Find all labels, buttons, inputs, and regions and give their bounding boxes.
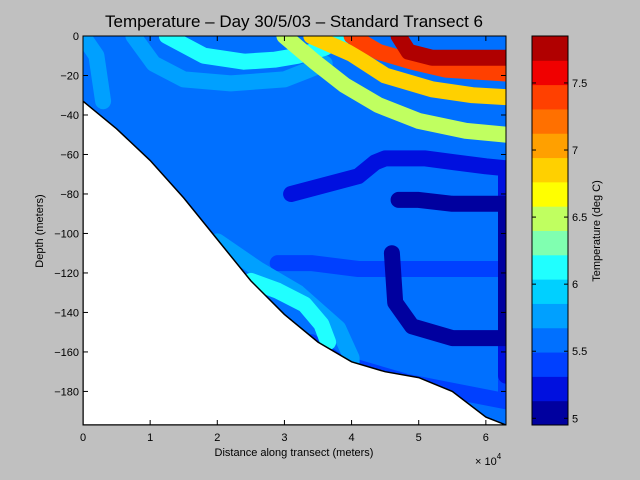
colorbar-ticks: 5 5.5 6 6.5 7 7.5 xyxy=(532,78,587,425)
colorbar-tick-label: 5 xyxy=(572,413,578,425)
contour-band-7 xyxy=(242,272,337,351)
x-tick-label: 3 xyxy=(281,432,287,444)
colorbar-band xyxy=(532,36,568,61)
colorbar-tick-label: 7 xyxy=(572,145,578,157)
y-tick-label: −180 xyxy=(54,386,79,398)
contour-band-11 xyxy=(390,36,506,66)
y-tick-label: −20 xyxy=(60,70,79,82)
y-tick-label: −140 xyxy=(54,307,79,319)
colorbar-label: Temperature (deg C) xyxy=(591,180,603,282)
x-tick-label: 4 xyxy=(349,432,355,444)
colorbar-band xyxy=(532,376,568,402)
contour-band-1 xyxy=(283,150,506,384)
colorbar-band xyxy=(532,279,568,304)
colorbar-band xyxy=(532,60,568,86)
colorbar-tick-label: 6 xyxy=(572,279,578,291)
seafloor-mask xyxy=(83,100,506,425)
colorbar-band xyxy=(532,400,568,426)
x-tick-label: 2 xyxy=(214,432,220,444)
colorbar-band xyxy=(532,84,568,110)
y-axis-label: Depth (meters) xyxy=(34,194,46,267)
x-tick-label: 6 xyxy=(483,432,489,444)
x-multiplier-exponent: 4 xyxy=(497,452,502,461)
colorbar-frame xyxy=(531,35,569,426)
colorbar-band xyxy=(532,303,568,329)
y-tick-label: −100 xyxy=(54,228,79,240)
y-tick-label: −160 xyxy=(54,347,79,359)
colorbar-band xyxy=(532,230,568,256)
x-axis-ticks: 0 1 2 3 4 5 6 xyxy=(80,36,489,444)
x-tick-label: 0 xyxy=(80,432,86,444)
y-tick-label: −60 xyxy=(60,149,79,161)
y-tick-label: 0 xyxy=(73,31,79,43)
x-tick-label: 1 xyxy=(147,432,153,444)
x-multiplier-base: × 10 xyxy=(475,456,497,468)
plot-area: 0 1 2 3 4 5 6 0 −20 −40 −60 −80 −100 −120 −140 −160 −18… xyxy=(54,31,507,444)
colorbar-tick-label: 5.5 xyxy=(572,346,587,358)
colorbar-band xyxy=(532,181,568,207)
contour-band-3 xyxy=(125,36,333,92)
colorbar-band xyxy=(532,108,568,134)
colorbar-tick-label: 7.5 xyxy=(572,78,587,90)
colorbar-band xyxy=(532,327,568,353)
colorbar-band xyxy=(532,133,568,159)
colorbar-band xyxy=(532,157,568,183)
temperature-contours xyxy=(83,36,506,410)
contour-band-2 xyxy=(383,191,506,347)
colorbar: 5 5.5 6 6.5 7 7.5 Temperature (deg C) xyxy=(531,35,603,426)
chart-title: Temperature – Day 30/5/03 – Standard Tra… xyxy=(105,12,483,31)
colorbar-band xyxy=(532,254,568,280)
contour-band-4 xyxy=(83,36,112,110)
contour-band-10 xyxy=(343,36,506,82)
y-axis-ticks: 0 −20 −40 −60 −80 −100 −120 −140 −160 −180 xyxy=(54,31,506,398)
colorbar-band xyxy=(532,206,568,231)
y-tick-label: −120 xyxy=(54,268,79,280)
x-tick-label: 5 xyxy=(416,432,422,444)
x-axis-multiplier: × 104 xyxy=(475,452,502,468)
colorbar-band xyxy=(532,352,568,377)
x-axis-label: Distance along transect (meters) xyxy=(215,447,374,459)
y-tick-label: −80 xyxy=(60,189,79,201)
colorbar-bands xyxy=(532,36,568,426)
colorbar-tick-label: 6.5 xyxy=(572,212,587,224)
plot-frame xyxy=(82,35,507,426)
contour-band-8 xyxy=(276,36,506,143)
y-tick-label: −40 xyxy=(60,110,79,122)
contour-band-9 xyxy=(303,36,506,106)
